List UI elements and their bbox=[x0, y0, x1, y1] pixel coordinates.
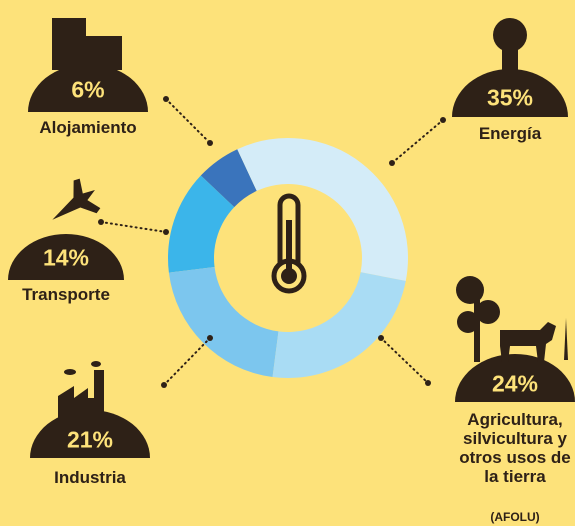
category-note: (AFOLU) bbox=[451, 511, 575, 524]
donut-slice bbox=[169, 267, 279, 377]
value-label: 35% bbox=[487, 85, 533, 112]
donut-slice bbox=[237, 138, 408, 281]
value-label: 24% bbox=[492, 371, 538, 398]
value-label: 14% bbox=[43, 245, 89, 272]
value-label: 6% bbox=[71, 77, 104, 104]
category-label: Alojamiento bbox=[28, 118, 148, 137]
category-label: Transporte bbox=[6, 285, 126, 304]
category-label: Industria bbox=[30, 468, 150, 487]
category-label: Energía bbox=[450, 124, 570, 143]
value-label: 21% bbox=[67, 427, 113, 454]
category-label: Agricultura, silvicultura y otros usos d… bbox=[451, 410, 575, 486]
infographic: 35% Energía 24% Agricultura, silvicultura y… bbox=[0, 0, 575, 526]
